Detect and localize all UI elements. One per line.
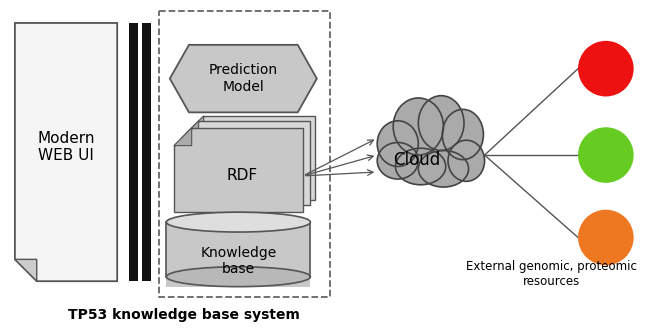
Ellipse shape: [578, 127, 634, 183]
Ellipse shape: [418, 150, 468, 187]
Polygon shape: [15, 259, 37, 281]
Ellipse shape: [442, 109, 484, 160]
Ellipse shape: [166, 267, 311, 287]
Bar: [159, 11, 330, 297]
Ellipse shape: [377, 143, 418, 179]
Polygon shape: [15, 23, 117, 281]
Bar: [166, 222, 311, 287]
Polygon shape: [174, 128, 191, 146]
Ellipse shape: [578, 210, 634, 265]
Polygon shape: [186, 116, 203, 134]
Polygon shape: [186, 116, 315, 200]
Text: Knowledge
base: Knowledge base: [200, 246, 276, 277]
Polygon shape: [170, 45, 316, 112]
Ellipse shape: [418, 96, 464, 150]
Text: Modern
WEB UI: Modern WEB UI: [38, 131, 95, 163]
Bar: [129, 23, 138, 281]
Bar: [142, 23, 151, 281]
Text: RDF: RDF: [227, 168, 258, 183]
Text: External genomic, proteomic
resources: External genomic, proteomic resources: [466, 260, 637, 288]
Ellipse shape: [393, 98, 443, 155]
Polygon shape: [181, 121, 310, 205]
Ellipse shape: [448, 140, 484, 182]
Ellipse shape: [166, 212, 311, 232]
Ellipse shape: [377, 121, 418, 167]
Polygon shape: [174, 128, 303, 212]
Text: Prediction
Model: Prediction Model: [209, 63, 278, 94]
Text: Cloud: Cloud: [393, 151, 441, 169]
Text: TP53 knowledge base system: TP53 knowledge base system: [68, 308, 299, 322]
Ellipse shape: [395, 148, 445, 185]
Polygon shape: [181, 121, 199, 139]
Ellipse shape: [578, 41, 634, 96]
